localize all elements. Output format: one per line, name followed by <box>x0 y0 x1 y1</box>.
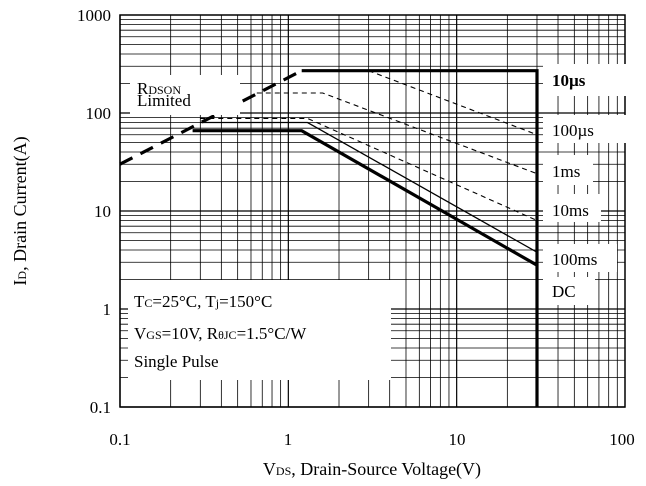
label-box-10us <box>543 64 627 96</box>
x-axis-title: VDS, Drain-Source Voltage(V) <box>263 459 481 480</box>
condition-gate-voltage: VGS=10V, RθJC=1.5°C/W <box>134 324 307 343</box>
soa-curve-dc <box>192 129 538 267</box>
conditions-box <box>128 280 391 380</box>
label-box-dc <box>543 277 595 305</box>
label-box-1ms <box>543 155 593 185</box>
soa-curve-100ms <box>200 121 538 253</box>
curve-label-1ms: 1ms <box>552 162 580 181</box>
soa-curve-10us <box>301 69 539 407</box>
curve-label-100ms: 100ms <box>552 250 597 269</box>
grid-lines <box>119 15 625 408</box>
label-box-100us <box>543 115 627 143</box>
curve-label-10us: 10µs <box>552 71 586 90</box>
y-axis-title: ID, Drain Current(A) <box>10 136 31 285</box>
rdson-label-line2: Limited <box>137 91 191 110</box>
y-tick-label: 10 <box>94 202 111 221</box>
y-tick-label: 1000 <box>77 6 111 25</box>
soa-curve-100us <box>368 70 538 136</box>
curve-label-10ms: 10ms <box>552 201 589 220</box>
label-box-100ms <box>543 244 617 272</box>
x-tick-label: 1 <box>284 430 293 449</box>
curve-label-100us: 100µs <box>552 121 594 140</box>
curves <box>119 69 539 407</box>
soa-curve-1ms <box>256 92 538 175</box>
soa-curve-10ms <box>200 117 538 222</box>
label-box-10ms <box>543 194 601 222</box>
x-tick-label: 100 <box>609 430 635 449</box>
y-tick-label: 1 <box>103 300 112 319</box>
y-tick-label: 0.1 <box>90 398 111 417</box>
condition-temperature: TC=25°C, Tj=150°C <box>134 292 272 311</box>
x-tick-label: 0.1 <box>109 430 130 449</box>
plot-frame <box>119 14 626 408</box>
rdson-limit-line <box>119 69 303 166</box>
condition-pulse: Single Pulse <box>134 352 219 371</box>
rdson-label-box <box>130 75 240 115</box>
y-tick-label: 100 <box>86 104 112 123</box>
curve-label-dc: DC <box>552 282 576 301</box>
x-tick-label: 10 <box>449 430 466 449</box>
rdson-label: RDSON <box>137 79 181 98</box>
